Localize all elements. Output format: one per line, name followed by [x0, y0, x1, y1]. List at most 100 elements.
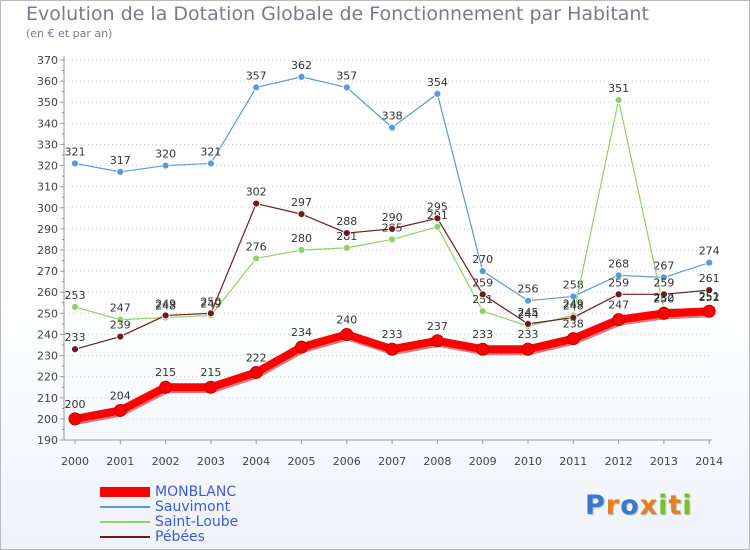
y-tick-label: 350 — [37, 96, 58, 109]
data-label: 259 — [608, 276, 629, 289]
data-point — [524, 319, 532, 328]
data-point — [161, 311, 170, 320]
data-point — [430, 334, 444, 348]
data-label: 215 — [155, 366, 176, 379]
data-label: 247 — [110, 302, 131, 315]
y-tick-label: 360 — [37, 75, 58, 88]
data-label: 354 — [427, 76, 448, 89]
data-label: 233 — [472, 328, 493, 341]
data-label: 215 — [200, 366, 221, 379]
data-point — [252, 199, 261, 208]
data-point — [614, 271, 623, 280]
data-point — [433, 222, 442, 231]
data-label: 302 — [246, 186, 267, 199]
data-point — [705, 286, 714, 295]
data-point — [657, 306, 671, 320]
data-point — [433, 214, 442, 223]
data-label: 248 — [563, 300, 584, 313]
data-label: 268 — [608, 257, 629, 270]
data-point — [342, 229, 351, 238]
data-point — [204, 380, 218, 394]
data-label: 253 — [65, 289, 86, 302]
data-point — [524, 296, 532, 305]
data-point — [388, 123, 397, 132]
data-point — [478, 267, 487, 276]
data-point — [660, 290, 668, 299]
logo-letter: i — [682, 490, 693, 521]
x-tick-label: 2010 — [514, 455, 542, 468]
data-point — [252, 83, 261, 92]
data-label: 251 — [699, 290, 720, 303]
x-tick-label: 2012 — [605, 455, 633, 468]
legend-label: MONBLANC — [155, 484, 237, 500]
data-point — [249, 365, 263, 379]
data-point — [385, 342, 399, 356]
data-point — [521, 342, 535, 356]
series-p-b-es: 233 239 249 250 302 297 288 290 295 259 245 248 259 2… — [65, 186, 720, 354]
data-label: 259 — [653, 276, 674, 289]
data-point — [476, 342, 490, 356]
data-label: 250 — [200, 295, 221, 308]
data-point — [478, 290, 487, 299]
data-label: 256 — [518, 283, 539, 296]
x-tick-label: 2006 — [333, 455, 361, 468]
data-label: 274 — [699, 245, 720, 258]
data-label: 250 — [653, 292, 674, 305]
logo-letter: i — [658, 490, 669, 521]
y-tick-label: 330 — [37, 138, 58, 151]
y-tick-label: 310 — [37, 181, 58, 194]
data-label: 351 — [608, 82, 629, 95]
data-label: 233 — [65, 331, 86, 344]
data-label: 240 — [336, 313, 357, 326]
data-label: 280 — [291, 232, 312, 245]
data-point — [252, 254, 261, 263]
logo-letter: x — [639, 490, 659, 521]
data-point — [161, 161, 170, 170]
data-point — [71, 345, 79, 354]
data-point — [297, 72, 306, 81]
data-label: 245 — [518, 306, 539, 319]
data-point — [342, 83, 351, 92]
chart-title: Evolution de la Dotation Globale de Fonc… — [26, 3, 649, 25]
data-label: 234 — [291, 326, 312, 339]
data-label: 249 — [155, 297, 176, 310]
data-point — [612, 313, 626, 327]
data-point — [68, 412, 82, 426]
x-tick-label: 2013 — [650, 455, 678, 468]
data-point — [297, 210, 306, 219]
legend-swatch — [100, 536, 150, 538]
data-point — [116, 167, 125, 176]
y-tick-label: 320 — [37, 160, 58, 173]
data-label: 276 — [246, 240, 267, 253]
y-tick-label: 220 — [37, 371, 58, 384]
y-tick-label: 250 — [37, 307, 58, 320]
data-label: 320 — [155, 148, 176, 161]
x-tick-label: 2004 — [242, 455, 270, 468]
data-label: 222 — [246, 351, 267, 364]
data-label: 237 — [427, 320, 448, 333]
data-label: 200 — [65, 398, 86, 411]
legend-label: Saint-Loube — [155, 514, 239, 530]
data-label: 338 — [382, 110, 403, 123]
data-point — [206, 309, 215, 318]
y-tick-label: 230 — [37, 350, 58, 363]
data-point — [113, 403, 127, 417]
data-label: 247 — [608, 299, 629, 312]
data-point — [297, 246, 306, 254]
logo-letter: o — [620, 490, 640, 521]
data-label: 244 — [518, 308, 539, 321]
logo-letter: t — [668, 490, 683, 521]
data-point — [433, 89, 442, 98]
y-tick-label: 240 — [37, 328, 58, 341]
y-tick-label: 340 — [37, 117, 58, 130]
data-point — [295, 340, 308, 354]
y-tick-label: 260 — [37, 286, 58, 299]
data-point — [702, 304, 716, 318]
y-tick-label: 370 — [37, 54, 58, 67]
x-tick-label: 2011 — [559, 455, 587, 468]
data-point — [705, 258, 714, 267]
data-point — [116, 315, 125, 324]
data-label: 290 — [382, 211, 403, 224]
